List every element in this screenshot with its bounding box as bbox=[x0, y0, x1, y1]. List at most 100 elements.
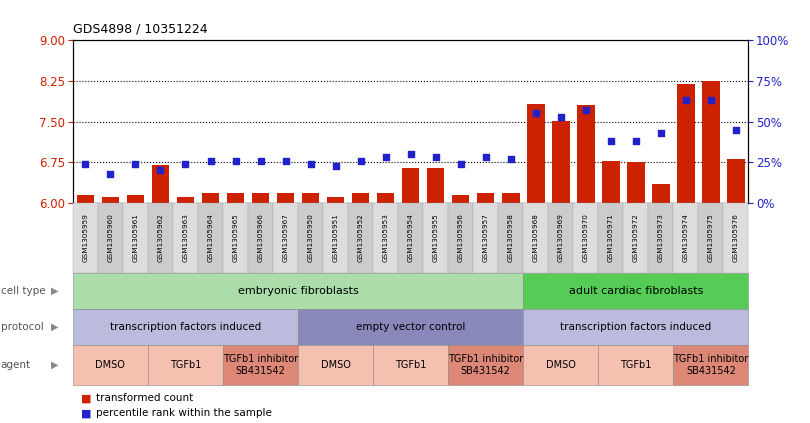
Point bbox=[254, 157, 267, 164]
Text: TGFb1: TGFb1 bbox=[170, 360, 201, 370]
Bar bbox=[177, 197, 194, 203]
Bar bbox=[577, 105, 595, 203]
Point bbox=[304, 161, 317, 168]
Bar bbox=[252, 193, 269, 203]
Bar bbox=[102, 197, 119, 203]
Text: GSM1305960: GSM1305960 bbox=[108, 214, 113, 262]
Bar bbox=[352, 193, 369, 203]
Text: agent: agent bbox=[1, 360, 31, 370]
Text: TGFb1 inhibitor
SB431542: TGFb1 inhibitor SB431542 bbox=[448, 354, 523, 376]
Text: ■: ■ bbox=[81, 409, 92, 418]
Text: GSM1305973: GSM1305973 bbox=[658, 214, 664, 262]
Bar bbox=[702, 81, 719, 203]
Text: transcription factors induced: transcription factors induced bbox=[110, 322, 261, 332]
Text: GSM1305976: GSM1305976 bbox=[733, 214, 739, 262]
Text: GSM1305961: GSM1305961 bbox=[133, 214, 139, 262]
Text: GSM1305957: GSM1305957 bbox=[483, 214, 488, 262]
Text: GSM1305950: GSM1305950 bbox=[308, 214, 313, 262]
Point bbox=[429, 154, 442, 161]
Text: TGFb1: TGFb1 bbox=[395, 360, 426, 370]
Text: GSM1305965: GSM1305965 bbox=[232, 214, 238, 262]
Text: GSM1305952: GSM1305952 bbox=[358, 214, 364, 262]
Bar bbox=[452, 195, 470, 203]
Text: GSM1305970: GSM1305970 bbox=[583, 214, 589, 262]
Text: DMSO: DMSO bbox=[546, 360, 576, 370]
Point bbox=[404, 151, 417, 158]
Text: GSM1305951: GSM1305951 bbox=[333, 214, 339, 262]
Bar bbox=[126, 195, 144, 203]
Bar bbox=[527, 104, 544, 203]
Text: GSM1305964: GSM1305964 bbox=[207, 214, 214, 262]
Bar bbox=[602, 161, 620, 203]
Point bbox=[454, 161, 467, 168]
Text: TGFb1: TGFb1 bbox=[620, 360, 651, 370]
Text: TGFb1 inhibitor
SB431542: TGFb1 inhibitor SB431542 bbox=[223, 354, 298, 376]
Text: GSM1305966: GSM1305966 bbox=[258, 214, 263, 262]
Point bbox=[329, 162, 342, 169]
Bar bbox=[202, 193, 220, 203]
Bar bbox=[552, 121, 569, 203]
Text: ▶: ▶ bbox=[51, 286, 58, 296]
Point bbox=[179, 161, 192, 168]
Text: GDS4898 / 10351224: GDS4898 / 10351224 bbox=[73, 23, 207, 36]
Point bbox=[705, 97, 718, 104]
Bar bbox=[402, 168, 420, 203]
Point bbox=[529, 110, 542, 117]
Bar bbox=[502, 193, 519, 203]
Text: GSM1305967: GSM1305967 bbox=[283, 214, 288, 262]
Point bbox=[480, 154, 492, 161]
Text: GSM1305963: GSM1305963 bbox=[182, 214, 189, 262]
Bar bbox=[327, 197, 344, 203]
Bar bbox=[227, 193, 245, 203]
Text: ▶: ▶ bbox=[51, 360, 58, 370]
Text: DMSO: DMSO bbox=[96, 360, 126, 370]
Point bbox=[604, 138, 617, 145]
Point bbox=[680, 97, 693, 104]
Bar bbox=[652, 184, 670, 203]
Text: GSM1305958: GSM1305958 bbox=[508, 214, 514, 262]
Text: GSM1305959: GSM1305959 bbox=[83, 214, 88, 262]
Point bbox=[505, 156, 518, 162]
Point bbox=[354, 157, 367, 164]
Text: GSM1305974: GSM1305974 bbox=[683, 214, 688, 262]
Point bbox=[104, 170, 117, 177]
Text: GSM1305956: GSM1305956 bbox=[458, 214, 463, 262]
Text: adult cardiac fibroblasts: adult cardiac fibroblasts bbox=[569, 286, 703, 296]
Point bbox=[654, 129, 667, 136]
Text: cell type: cell type bbox=[1, 286, 45, 296]
Text: GSM1305969: GSM1305969 bbox=[558, 214, 564, 262]
Text: GSM1305975: GSM1305975 bbox=[708, 214, 714, 262]
Point bbox=[730, 126, 743, 133]
Bar bbox=[477, 193, 494, 203]
Text: TGFb1 inhibitor
SB431542: TGFb1 inhibitor SB431542 bbox=[673, 354, 748, 376]
Bar bbox=[277, 193, 294, 203]
Point bbox=[129, 161, 142, 168]
Bar bbox=[151, 165, 169, 203]
Text: GSM1305971: GSM1305971 bbox=[608, 214, 614, 262]
Text: DMSO: DMSO bbox=[321, 360, 351, 370]
Point bbox=[79, 161, 92, 168]
Text: GSM1305972: GSM1305972 bbox=[633, 214, 639, 262]
Point bbox=[629, 138, 642, 145]
Point bbox=[204, 157, 217, 164]
Bar bbox=[427, 168, 445, 203]
Text: percentile rank within the sample: percentile rank within the sample bbox=[96, 409, 271, 418]
Text: GSM1305962: GSM1305962 bbox=[157, 214, 164, 262]
Bar bbox=[727, 159, 744, 203]
Text: transcription factors induced: transcription factors induced bbox=[561, 322, 711, 332]
Point bbox=[279, 157, 292, 164]
Text: empty vector control: empty vector control bbox=[356, 322, 466, 332]
Text: GSM1305955: GSM1305955 bbox=[433, 214, 439, 262]
Bar bbox=[377, 193, 394, 203]
Text: ■: ■ bbox=[81, 393, 92, 403]
Text: protocol: protocol bbox=[1, 322, 44, 332]
Text: transformed count: transformed count bbox=[96, 393, 193, 403]
Text: GSM1305953: GSM1305953 bbox=[382, 214, 389, 262]
Point bbox=[154, 167, 167, 174]
Point bbox=[229, 157, 242, 164]
Text: GSM1305968: GSM1305968 bbox=[533, 214, 539, 262]
Text: ▶: ▶ bbox=[51, 322, 58, 332]
Bar bbox=[677, 84, 695, 203]
Text: GSM1305954: GSM1305954 bbox=[407, 214, 414, 262]
Point bbox=[379, 154, 392, 161]
